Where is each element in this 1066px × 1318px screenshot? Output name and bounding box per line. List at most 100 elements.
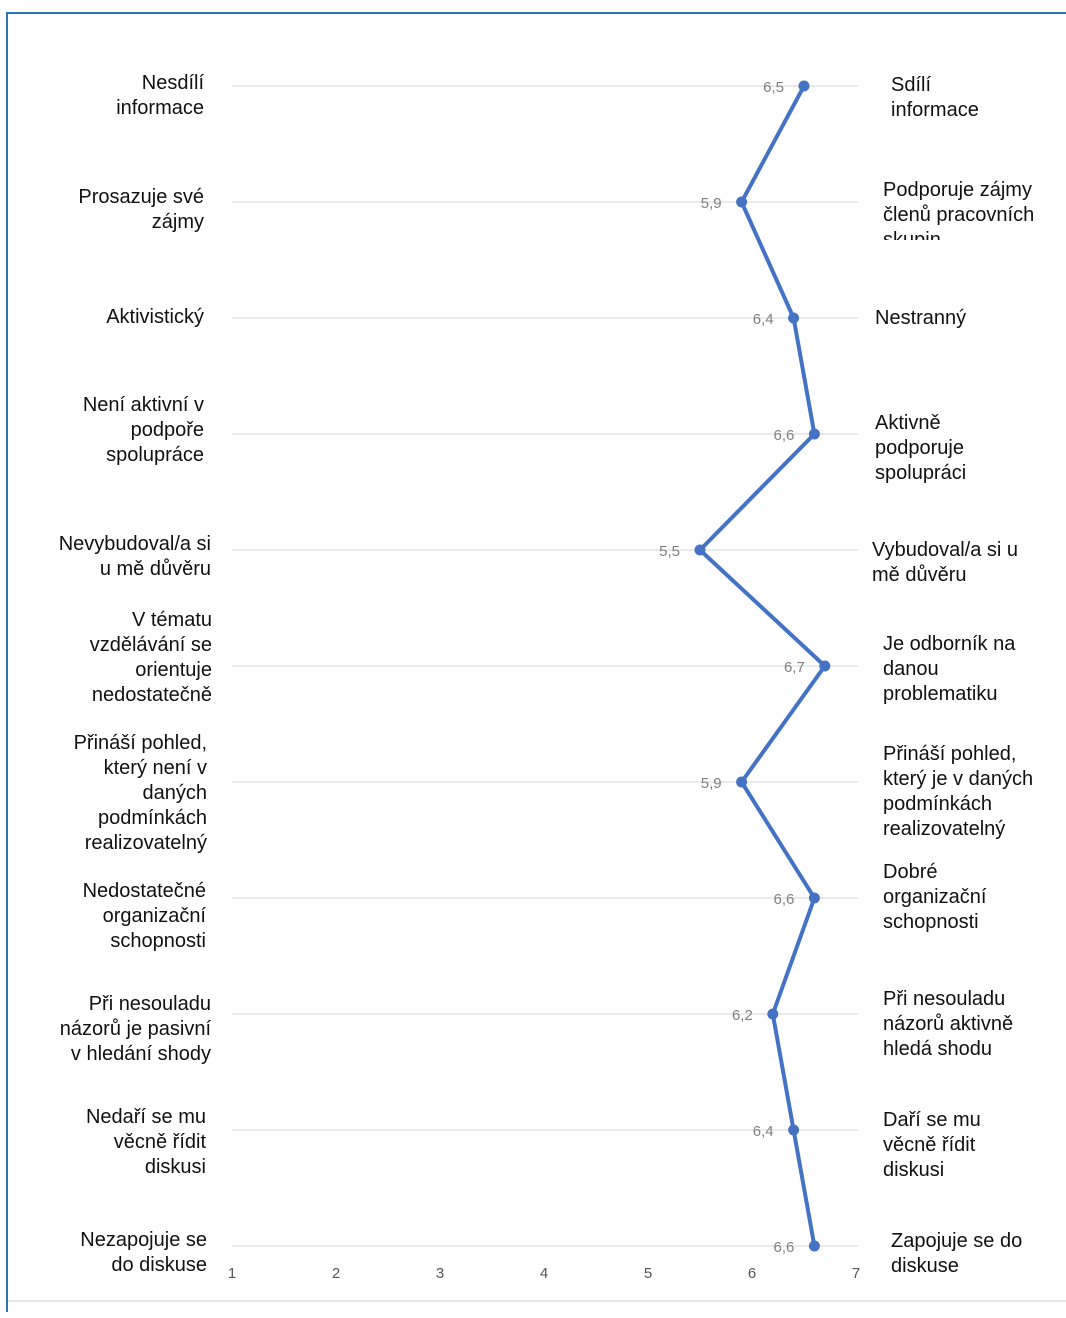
left-pole-label-line: zájmy (151, 211, 204, 233)
bottom-divider (8, 1300, 1066, 1302)
right-pole-label-line: organizační (883, 886, 987, 908)
right-pole-label: Přináší pohled, který je v daných podmínká… (883, 742, 1033, 842)
left-pole-label-line: Nesdílí (141, 72, 204, 94)
left-pole-label-line: Nezapojuje se (80, 1229, 207, 1251)
left-pole-label: Prosazuje své zájmy (78, 185, 204, 235)
left-pole-label-line: organizační (102, 905, 206, 927)
right-pole-label-line: diskusi (883, 1159, 945, 1181)
left-pole-label: Nedostatečné organizační schopnosti (83, 879, 206, 954)
right-pole-label-line: podporuje (875, 437, 964, 459)
right-pole-label-line: realizovatelný (883, 818, 1006, 840)
left-pole-label-line: podmínkách (98, 807, 207, 829)
right-pole-label-line: mě důvěru (872, 564, 967, 586)
left-pole-label: Nesdílí informace (116, 71, 204, 121)
left-pole-label-line: Přináší pohled, (73, 732, 207, 754)
right-pole-label-line: podmínkách (883, 793, 992, 815)
right-pole-label-line: schopnosti (883, 911, 979, 933)
left-pole-label-line: u mě důvěru (99, 558, 211, 580)
right-pole-label: Dobré organizační schopnosti (883, 860, 986, 935)
x-tick-label: 6 (748, 1265, 756, 1282)
left-pole-label-line: Nevybudoval/a si (58, 533, 211, 555)
left-pole-label: Aktivistický (106, 305, 204, 330)
data-label: 6,6 (774, 1239, 795, 1256)
data-point (808, 892, 820, 904)
left-pole-label-line: spolupráce (106, 444, 204, 466)
right-pole-label-line: Přináší pohled, (883, 743, 1017, 765)
gridlines (232, 85, 858, 1247)
left-pole-label: Nevybudoval/a si u mě důvěru (59, 532, 211, 582)
right-pole-label-line: Podporuje zájmy (883, 179, 1032, 201)
chart-frame (6, 12, 1066, 1312)
right-pole-label-line: Zapojuje se do (891, 1230, 1023, 1252)
right-pole-label: Při nesouladu názorů aktivně hledá shodu (883, 987, 1013, 1062)
right-pole-label-line: Dobré (883, 861, 938, 883)
data-labels: 6,5 5,9 6,4 6,6 5,5 6,7 5,9 6,6 6,2 6,4 6,6 (659, 79, 805, 1256)
data-label: 6,5 (763, 79, 784, 96)
left-pole-label: Při nesouladu názorů je pasivní v hledání … (60, 992, 211, 1067)
data-label: 5,5 (659, 543, 680, 560)
left-pole-label: Přináší pohled, který není v daných podmínk… (74, 731, 207, 856)
left-pole-label: Není aktivní v podpoře spolupráce (83, 393, 204, 468)
data-label: 6,2 (732, 1007, 753, 1024)
data-point (798, 80, 810, 92)
left-pole-label-line: do diskuse (111, 1254, 207, 1276)
right-pole-label-line: členů pracovních (883, 204, 1035, 226)
left-pole-label-line: vzdělávání se (89, 634, 212, 656)
data-point (736, 776, 748, 788)
left-pole-label-line: diskusi (144, 1156, 206, 1178)
right-pole-label-line: Aktivně (875, 412, 941, 434)
x-tick-label: 5 (644, 1265, 652, 1282)
right-pole-label: Sdílí informace (891, 73, 979, 123)
right-pole-label-line: diskuse (891, 1255, 959, 1277)
left-pole-label-line: Nedaří se mu (85, 1106, 206, 1128)
right-pole-label-line: skupin (883, 229, 941, 240)
right-pole-label: Podporuje zájmy členů pracovních skupin (883, 178, 1034, 240)
right-pole-label-line: Vybudoval/a si u (872, 539, 1019, 561)
x-tick-label: 4 (540, 1265, 548, 1282)
left-pole-label-line: v hledání shody (70, 1043, 211, 1065)
right-pole-label-line: který je v daných (883, 768, 1034, 790)
right-pole-label-line: informace (891, 99, 979, 121)
right-pole-label-line: názorů aktivně (883, 1013, 1014, 1035)
right-pole-label-line: Daří se mu (883, 1109, 981, 1131)
left-pole-label-line: daných (142, 782, 208, 804)
right-pole-label-line: problematiku (883, 683, 998, 705)
x-tick-label: 1 (228, 1265, 236, 1282)
data-point (808, 1240, 820, 1252)
right-pole-label: Aktivně podporuje spolupráci (875, 411, 966, 486)
left-pole-label-line: názorů je pasivní (59, 1018, 211, 1040)
left-pole-label-line: který není v (103, 757, 207, 779)
right-pole-label: Daří se mu věcně řídit diskusi (883, 1108, 981, 1183)
x-tick-label: 2 (332, 1265, 340, 1282)
data-label: 5,9 (701, 195, 722, 212)
right-pole-label-line: Je odborník na (883, 633, 1016, 655)
profile-series (694, 80, 831, 1252)
left-pole-label-line: Není aktivní v (82, 394, 204, 416)
left-pole-label-line: nedostatečně (91, 684, 212, 706)
right-pole-label-line: Při nesouladu (883, 988, 1006, 1010)
data-label: 6,6 (774, 891, 795, 908)
data-point (808, 428, 820, 440)
x-tick-label: 3 (436, 1265, 444, 1282)
right-pole-label-line: věcně řídit (883, 1134, 976, 1156)
x-axis-ticks: 1 2 3 4 5 6 7 (228, 1265, 860, 1282)
left-pole-label-line: Při nesouladu (88, 993, 211, 1015)
data-point (767, 1008, 779, 1020)
left-pole-label-line: podpoře (130, 419, 204, 441)
left-pole-label-line: schopnosti (110, 930, 206, 952)
data-point (819, 660, 831, 672)
left-pole-label-line: V tématu (131, 609, 212, 631)
right-pole-label-line: Nestranný (875, 307, 967, 329)
data-label: 6,4 (753, 1123, 774, 1140)
left-pole-label-line: věcně řídit (113, 1131, 206, 1153)
data-point (788, 1124, 800, 1136)
data-label: 6,6 (774, 427, 795, 444)
left-pole-label-line: informace (116, 97, 204, 119)
right-pole-label: Nestranný (875, 306, 966, 331)
data-label: 6,7 (784, 659, 805, 676)
x-tick-label: 7 (852, 1265, 860, 1282)
data-label: 5,9 (701, 775, 722, 792)
data-point (788, 312, 800, 324)
right-pole-label-line: danou (883, 658, 939, 680)
